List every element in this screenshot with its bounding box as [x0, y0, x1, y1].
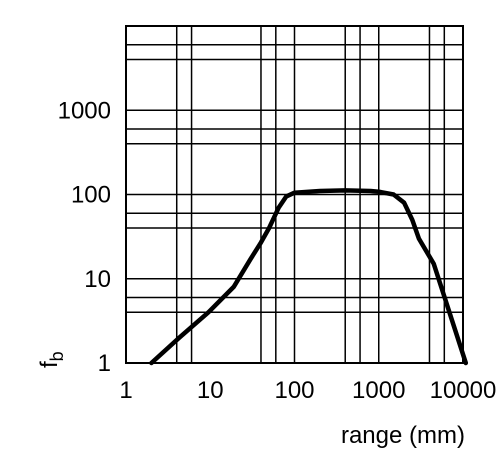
x-tick-label: 1000 [352, 377, 405, 404]
y-tick-label: 10 [84, 266, 111, 293]
y-axis-label: fb [36, 351, 67, 368]
x-axis-label: range (mm) [341, 422, 465, 449]
y-axis-label-subscript: b [47, 351, 67, 361]
y-tick-label: 100 [71, 182, 111, 209]
y-tick-label: 1000 [58, 97, 111, 124]
x-tick-label: 1 [119, 377, 132, 404]
x-tick-labels: 1 10 100 1000 10000 [119, 377, 496, 404]
x-tick-label: 100 [274, 377, 314, 404]
plot-frame [125, 25, 464, 364]
x-tick-label: 10 [197, 377, 224, 404]
x-tick-label: 10000 [430, 377, 497, 404]
y-tick-labels: 1 10 100 1000 [58, 97, 111, 377]
y-tick-label: 1 [98, 350, 111, 377]
y-axis-label-main: f [36, 361, 63, 368]
series-line [149, 188, 469, 366]
